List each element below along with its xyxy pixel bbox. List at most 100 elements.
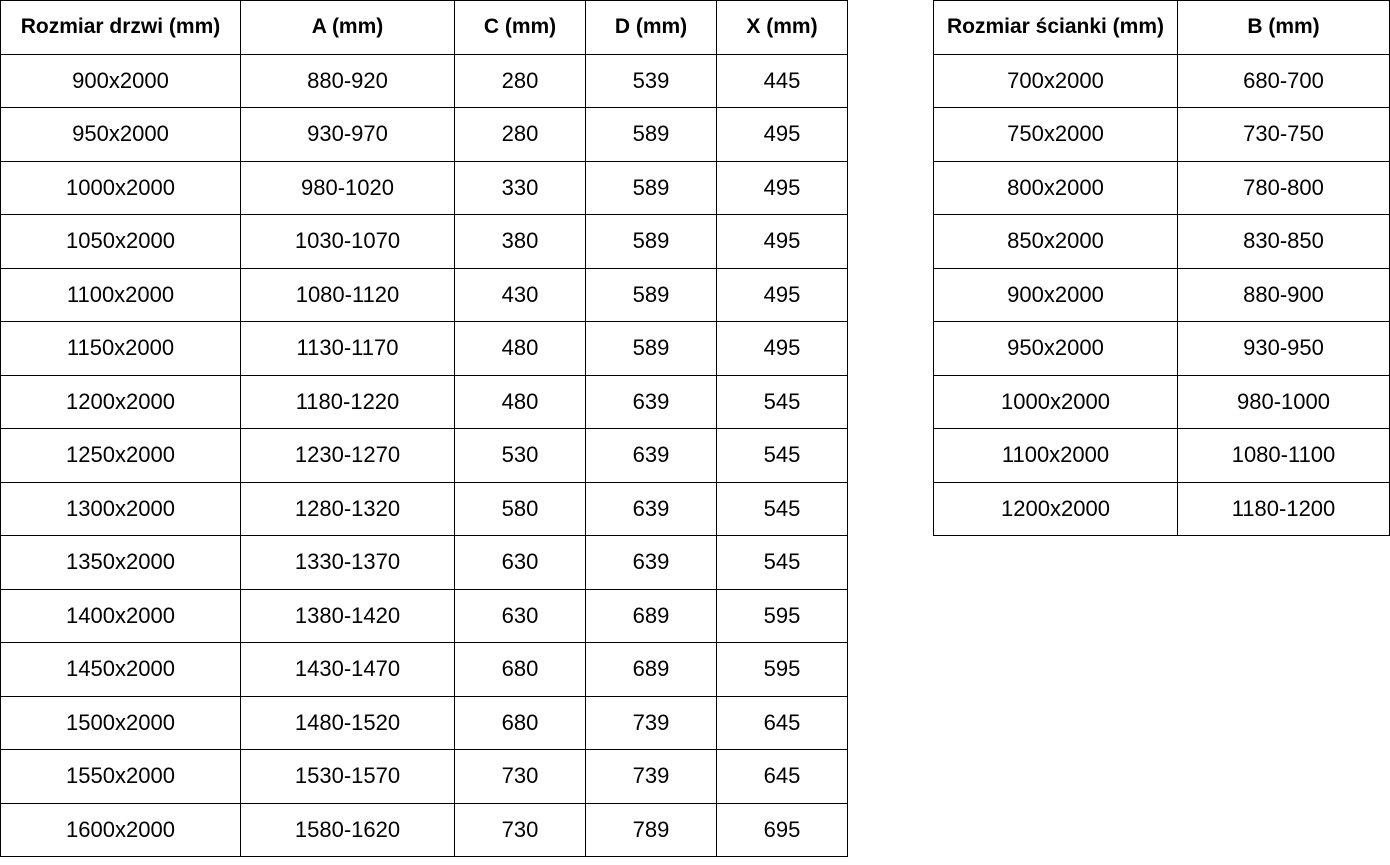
table-cell: 589 <box>585 107 717 162</box>
table-cell: 495 <box>716 107 848 162</box>
table-cell: 900x2000 <box>933 267 1178 322</box>
table-cell: 1550x2000 <box>0 749 241 804</box>
table-cell: 545 <box>716 374 848 429</box>
table-cell: 730-750 <box>1177 107 1390 162</box>
table-cell: 589 <box>585 160 717 215</box>
table-cell: 495 <box>716 214 848 269</box>
table-cell: 830-850 <box>1177 214 1390 269</box>
table-cell: 1580-1620 <box>240 802 455 857</box>
table-cell: 589 <box>585 267 717 322</box>
table-cell: 480 <box>454 321 586 376</box>
table-cell: 1050x2000 <box>0 214 241 269</box>
table-row: 1250x2000 1230-1270 530 639 545 <box>0 428 848 483</box>
table-cell: 1100x2000 <box>933 428 1178 483</box>
table-row: 900x2000 880-920 280 539 445 <box>0 53 848 108</box>
table-row: 1150x2000 1130-1170 480 589 495 <box>0 321 848 376</box>
table-cell: 1000x2000 <box>0 160 241 215</box>
table-row: 1100x2000 1080-1100 <box>933 428 1390 483</box>
table-cell: 695 <box>716 802 848 857</box>
table-cell: 595 <box>716 588 848 643</box>
table-cell: 1080-1120 <box>240 267 455 322</box>
table-cell: 530 <box>454 428 586 483</box>
table-row: 1450x2000 1430-1470 680 689 595 <box>0 642 848 697</box>
table-cell: 1150x2000 <box>0 321 241 376</box>
table-cell: 730 <box>454 802 586 857</box>
table-cell: 639 <box>585 374 717 429</box>
table-cell: 930-950 <box>1177 321 1390 376</box>
table-cell: 380 <box>454 214 586 269</box>
table-row: 950x2000 930-970 280 589 495 <box>0 107 848 162</box>
table-row: 1100x2000 1080-1120 430 589 495 <box>0 267 848 322</box>
table-cell: 1380-1420 <box>240 588 455 643</box>
table-cell: 1230-1270 <box>240 428 455 483</box>
table-cell: 739 <box>585 749 717 804</box>
table-cell: 780-800 <box>1177 160 1390 215</box>
table-row: 1200x2000 1180-1220 480 639 545 <box>0 374 848 429</box>
table-cell: 1600x2000 <box>0 802 241 857</box>
door-sizes-table-body: 900x2000 880-920 280 539 445 950x2000 930-970 2… <box>0 53 848 857</box>
table-cell: 545 <box>716 428 848 483</box>
table-row: 1000x2000 980-1000 <box>933 374 1390 429</box>
table-cell: 789 <box>585 802 717 857</box>
table-cell: 1430-1470 <box>240 642 455 697</box>
table-cell: 630 <box>454 588 586 643</box>
table-cell: 595 <box>716 642 848 697</box>
table-row: 700x2000 680-700 <box>933 53 1390 108</box>
table-row: 1500x2000 1480-1520 680 739 645 <box>0 695 848 750</box>
table-cell: 680-700 <box>1177 53 1390 108</box>
table-cell: 495 <box>716 160 848 215</box>
table-cell: 1300x2000 <box>0 481 241 536</box>
table-cell: 645 <box>716 695 848 750</box>
table-cell: 589 <box>585 214 717 269</box>
table-row: 1000x2000 980-1020 330 589 495 <box>0 160 848 215</box>
table-row: 750x2000 730-750 <box>933 107 1390 162</box>
table-cell: 1450x2000 <box>0 642 241 697</box>
table-cell: 639 <box>585 428 717 483</box>
table-row: 1350x2000 1330-1370 630 639 545 <box>0 535 848 590</box>
table-cell: 1250x2000 <box>0 428 241 483</box>
table-cell: 1180-1220 <box>240 374 455 429</box>
table-cell: 330 <box>454 160 586 215</box>
header-cell: B (mm) <box>1177 0 1390 55</box>
table-cell: 880-900 <box>1177 267 1390 322</box>
table-cell: 750x2000 <box>933 107 1178 162</box>
table-cell: 630 <box>454 535 586 590</box>
table-cell: 700x2000 <box>933 53 1178 108</box>
table-cell: 900x2000 <box>0 53 241 108</box>
table-cell: 950x2000 <box>933 321 1178 376</box>
table-row: 900x2000 880-900 <box>933 267 1390 322</box>
table-cell: 680 <box>454 695 586 750</box>
table-cell: 1000x2000 <box>933 374 1178 429</box>
wall-sizes-table-body: 700x2000 680-700 750x2000 730-750 800x2000 78… <box>933 53 1390 536</box>
table-cell: 1350x2000 <box>0 535 241 590</box>
header-row: Rozmiar ścianki (mm) B (mm) <box>933 0 1390 55</box>
header-cell: A (mm) <box>240 0 455 55</box>
table-cell: 495 <box>716 267 848 322</box>
table-row: 1400x2000 1380-1420 630 689 595 <box>0 588 848 643</box>
table-cell: 430 <box>454 267 586 322</box>
table-cell: 580 <box>454 481 586 536</box>
table-row: 1050x2000 1030-1070 380 589 495 <box>0 214 848 269</box>
table-cell: 1480-1520 <box>240 695 455 750</box>
table-cell: 1500x2000 <box>0 695 241 750</box>
wall-sizes-table-head: Rozmiar ścianki (mm) B (mm) <box>933 0 1390 55</box>
table-cell: 639 <box>585 535 717 590</box>
table-cell: 639 <box>585 481 717 536</box>
table-cell: 1030-1070 <box>240 214 455 269</box>
table-cell: 730 <box>454 749 586 804</box>
table-cell: 880-920 <box>240 53 455 108</box>
header-cell: Rozmiar drzwi (mm) <box>0 0 241 55</box>
table-cell: 680 <box>454 642 586 697</box>
table-cell: 645 <box>716 749 848 804</box>
table-cell: 980-1000 <box>1177 374 1390 429</box>
table-cell: 545 <box>716 535 848 590</box>
door-sizes-table: Rozmiar drzwi (mm) A (mm) C (mm) D (mm) X (m… <box>0 0 848 857</box>
table-cell: 1530-1570 <box>240 749 455 804</box>
header-cell: D (mm) <box>585 0 717 55</box>
header-cell: X (mm) <box>716 0 848 55</box>
table-cell: 1180-1200 <box>1177 481 1390 536</box>
header-row: Rozmiar drzwi (mm) A (mm) C (mm) D (mm) X (m… <box>0 0 848 55</box>
table-cell: 495 <box>716 321 848 376</box>
table-row: 1200x2000 1180-1200 <box>933 481 1390 536</box>
